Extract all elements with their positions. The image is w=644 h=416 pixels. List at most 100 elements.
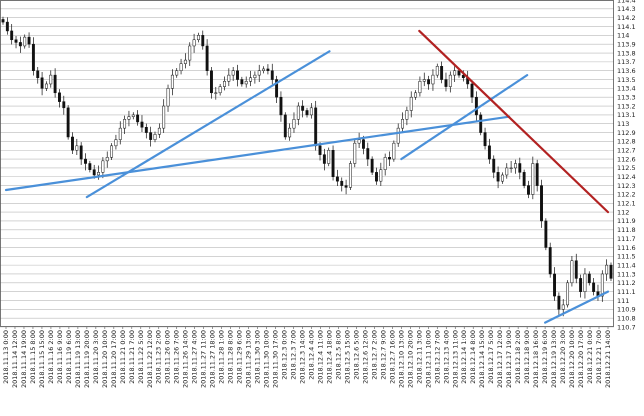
candle-body xyxy=(309,107,313,116)
candle-body xyxy=(210,70,213,94)
x-tick-label: 2018.11.30 3:00 xyxy=(254,330,262,384)
y-tick-label: 112.8 xyxy=(617,138,636,146)
x-tick-label: 2018.11.20 3:00 xyxy=(92,330,100,384)
candle xyxy=(548,242,552,278)
x-tick-label: 2018.12.14 8:00 xyxy=(469,330,477,384)
candle xyxy=(422,72,426,87)
candle-body xyxy=(587,273,591,284)
candle xyxy=(492,155,496,179)
candle xyxy=(353,138,357,168)
candle-body xyxy=(353,142,357,164)
x-tick-label: 2018.11.15 15:00 xyxy=(38,330,46,388)
candle xyxy=(231,66,235,81)
candle-body xyxy=(27,36,31,45)
candle-body xyxy=(392,142,396,160)
candle-body xyxy=(236,70,239,80)
candle-body xyxy=(427,79,431,85)
x-tick-label: 2018.12.3 0:00 xyxy=(281,330,289,380)
y-tick-label: 110.8 xyxy=(617,314,636,322)
candle-body xyxy=(444,79,448,87)
candle-body xyxy=(461,74,465,79)
candle-body xyxy=(262,68,266,71)
candle-series xyxy=(1,16,613,317)
x-tick-label: 2018.11.13 0:00 xyxy=(2,330,10,384)
y-tick-label: 111.2 xyxy=(617,279,636,287)
y-tick-label: 114.3 xyxy=(617,5,636,13)
candle xyxy=(175,68,179,78)
candle-body xyxy=(188,45,192,61)
candle xyxy=(409,91,413,118)
candle-body xyxy=(231,70,235,76)
candle-body xyxy=(440,66,444,80)
x-tick-label: 2018.12.10 20:00 xyxy=(406,330,414,388)
candle-body xyxy=(535,163,539,186)
x-tick-label: 2018.11.22 12:00 xyxy=(146,330,154,388)
candle-body xyxy=(557,295,561,310)
candle-body xyxy=(36,70,40,79)
y-tick-label: 112.9 xyxy=(617,129,636,137)
y-tick-label: 113.9 xyxy=(617,40,636,48)
candle xyxy=(179,58,183,75)
candle xyxy=(605,259,609,281)
candle xyxy=(566,280,570,308)
candle-body xyxy=(470,83,474,98)
y-axis: 114.4114.3114.2114.1114113.9113.8113.711… xyxy=(617,0,636,331)
candle-body xyxy=(422,79,426,82)
y-tick-label: 112.5 xyxy=(617,164,636,172)
x-tick-label: 2018.12.13 11:00 xyxy=(451,330,459,388)
candle xyxy=(166,84,170,112)
x-tick-label: 2018.12.11 3:00 xyxy=(415,330,423,384)
candle-body xyxy=(435,66,439,76)
candle xyxy=(579,274,583,298)
candle-body xyxy=(10,30,14,41)
candle xyxy=(392,140,396,162)
candle xyxy=(44,81,48,92)
candle xyxy=(527,180,530,199)
y-tick-label: 112.2 xyxy=(617,191,636,199)
x-tick-label: 2018.12.18 2:00 xyxy=(514,330,522,384)
candle xyxy=(153,131,157,143)
y-tick-label: 113 xyxy=(617,120,629,128)
candle-body xyxy=(500,174,504,182)
candle-body xyxy=(62,101,66,109)
candle xyxy=(18,36,22,53)
candle xyxy=(266,64,270,75)
candle-body xyxy=(92,169,96,176)
x-tick-label: 2018.11.14 19:00 xyxy=(20,330,28,388)
candle-body xyxy=(105,157,109,162)
plot-border xyxy=(0,0,614,327)
candle xyxy=(236,64,239,87)
candle-body xyxy=(522,172,526,186)
candle xyxy=(1,16,5,25)
trendline xyxy=(544,290,610,324)
candle-body xyxy=(292,119,296,129)
candle xyxy=(327,147,331,167)
x-tick-label: 2018.11.29 13:00 xyxy=(245,330,253,388)
x-tick-label: 2018.12.4 18:00 xyxy=(325,330,333,384)
candle xyxy=(383,153,387,176)
candle xyxy=(587,271,591,286)
candle xyxy=(227,68,231,87)
x-tick-label: 2018.12.21 14:00 xyxy=(604,330,612,388)
x-tick-label: 2018.11.30 10:00 xyxy=(263,330,271,388)
candle xyxy=(110,143,114,160)
candle-body xyxy=(166,88,170,107)
candle xyxy=(405,106,409,126)
candle-body xyxy=(196,35,200,41)
candle-body xyxy=(227,74,231,82)
candle xyxy=(210,66,213,99)
candle-body xyxy=(479,114,483,133)
x-tick-label: 2018.12.19 6:00 xyxy=(541,330,549,384)
candle xyxy=(309,103,313,119)
candle xyxy=(444,72,448,92)
candle xyxy=(340,177,344,192)
candle xyxy=(170,69,174,96)
candle-body xyxy=(592,282,596,292)
candle-body xyxy=(223,81,226,87)
candle-body xyxy=(114,139,118,147)
candle-body xyxy=(127,116,131,120)
candle xyxy=(301,100,305,118)
candle-body xyxy=(474,96,478,116)
candle xyxy=(114,134,118,150)
candle-body xyxy=(270,70,274,80)
